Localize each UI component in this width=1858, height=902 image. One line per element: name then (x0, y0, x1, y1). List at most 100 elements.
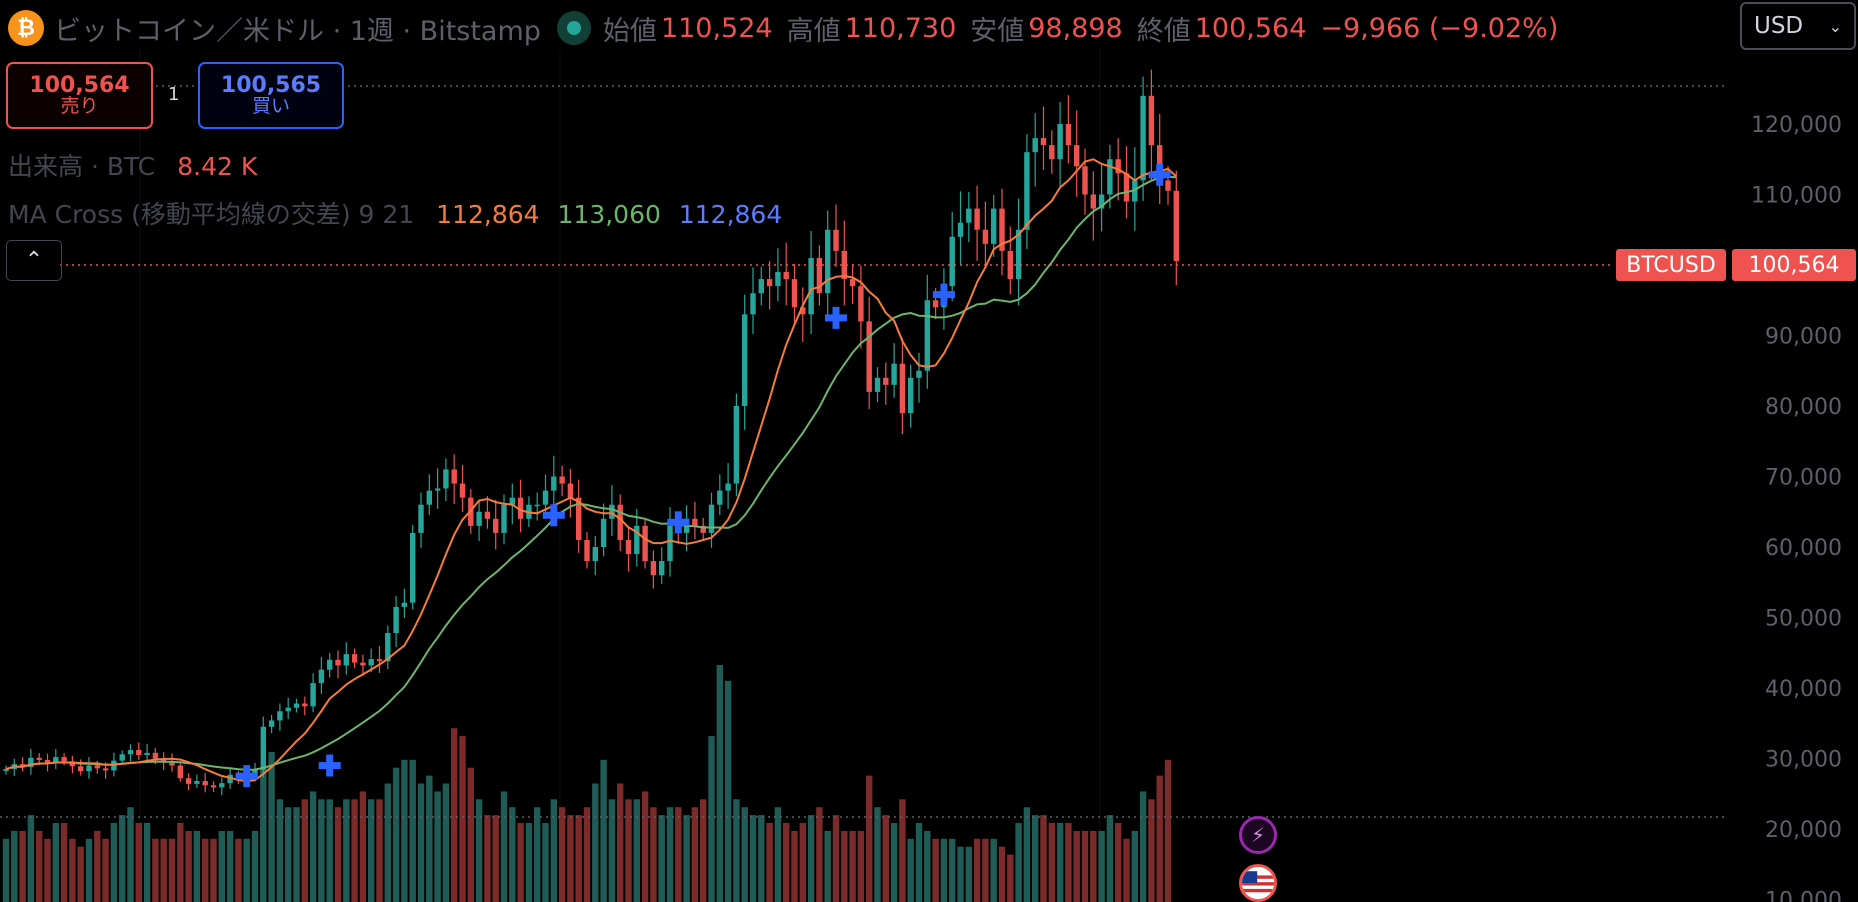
ma-slow-line (5, 175, 1177, 771)
us-flag-event-icon[interactable] (1239, 864, 1277, 902)
volume-bar (276, 799, 284, 902)
sell-button[interactable]: 100,564 売り (6, 62, 153, 129)
spread-value: 1 (168, 84, 180, 105)
candle-body (742, 314, 748, 406)
ma-cross-marker-v (940, 283, 948, 306)
candle-body (567, 483, 574, 498)
price-axis-label: 50,000 (1765, 607, 1842, 632)
volume-bar (1164, 759, 1172, 902)
volume-bar (193, 830, 201, 902)
volume-bar (69, 838, 76, 902)
candle-body (584, 539, 590, 562)
volume-bar (60, 823, 68, 902)
candle-body (609, 504, 615, 519)
volume-bar (691, 807, 699, 902)
candle-body (991, 208, 997, 244)
volume-bar (700, 799, 707, 902)
symbol-title[interactable]: ビットコイン／米ドル · 1週 · Bitstamp (54, 15, 541, 47)
candle-body (493, 518, 499, 533)
candle-body (800, 307, 806, 315)
candle-body (227, 774, 233, 784)
volume-bar (774, 807, 782, 902)
candle-body (775, 272, 781, 287)
candle-body (600, 518, 607, 547)
candle-body (285, 707, 291, 712)
candle-body (634, 525, 640, 555)
volume-bar (119, 815, 126, 902)
volume-bar (77, 846, 84, 902)
collapse-legend-button[interactable]: ⌃ (6, 240, 62, 281)
volume-bar (807, 815, 815, 902)
volume-bar (608, 799, 616, 902)
volume-bar (915, 823, 923, 902)
candle-body (401, 602, 408, 607)
candle-body (1007, 250, 1013, 280)
candle-body (1032, 138, 1038, 153)
sell-price: 100,564 (29, 72, 130, 98)
candle-body (28, 757, 34, 767)
volume-bar (957, 846, 964, 902)
volume-bar (766, 823, 773, 902)
volume-bar (550, 799, 557, 902)
market-status-icon[interactable] (556, 11, 591, 45)
candle-body (1173, 190, 1179, 262)
candle-body (144, 752, 150, 755)
candle-body (509, 497, 515, 505)
currency-select[interactable]: USD ⌄ (1740, 2, 1856, 50)
candle-body (169, 761, 175, 766)
price-axis-label: 90,000 (1765, 325, 1842, 350)
volume-bar (666, 807, 674, 902)
candle-body (3, 769, 9, 772)
candle-body (219, 783, 225, 788)
candle-body (302, 703, 308, 707)
ma-cross-legend[interactable]: MA Cross (移動平均線の交差) 9 21 112,864 113,060… (8, 195, 782, 231)
candle-body (418, 504, 424, 533)
volume-bar (368, 799, 375, 902)
volume-bar (343, 799, 350, 902)
lightning-event-icon[interactable]: ⚡ (1239, 816, 1277, 854)
volume-bar (2, 838, 10, 902)
candle-body (501, 504, 507, 533)
candle-body (44, 759, 51, 763)
volume-legend-label: 出来高 · BTC (8, 152, 156, 181)
candle-body (708, 504, 715, 533)
buy-label: 買い (251, 95, 290, 118)
chevron-up-icon: ⌃ (24, 248, 44, 273)
candle-body (451, 469, 457, 484)
high-label: 高値 (786, 15, 841, 47)
candle-body (659, 561, 665, 576)
volume-bar (1073, 830, 1080, 902)
volume-bar (301, 799, 308, 902)
candle-body (327, 659, 333, 670)
volume-bar (1015, 823, 1022, 902)
candle-body (1049, 145, 1055, 160)
candle-body (484, 511, 491, 519)
volume-bar (1139, 791, 1147, 902)
volume-bar (309, 791, 317, 902)
volume-bar (484, 815, 491, 902)
candle-body (443, 469, 449, 489)
volume-bar (359, 791, 367, 902)
volume-bar (409, 759, 416, 902)
volume-bar (724, 680, 732, 902)
volume-bar (226, 830, 234, 902)
candle-body (1107, 159, 1113, 195)
volume-bar (509, 807, 516, 902)
candle-body (717, 490, 723, 505)
volume-bar (351, 799, 358, 902)
volume-bar (1065, 823, 1072, 902)
candle-body (1082, 166, 1088, 195)
candle-body (1123, 173, 1130, 202)
candle-body (816, 257, 823, 294)
volume-legend[interactable]: 出来高 · BTC 8.42 K (8, 147, 257, 183)
volume-bar (1098, 830, 1105, 902)
low-label: 安値 (970, 15, 1025, 47)
candle-body (310, 683, 316, 707)
candle-body (1074, 145, 1080, 167)
volume-bar (733, 799, 740, 902)
volume-bar (459, 736, 466, 902)
candle-body (78, 766, 84, 772)
candle-body (61, 757, 67, 762)
buy-button[interactable]: 100,565 買い (198, 62, 344, 129)
